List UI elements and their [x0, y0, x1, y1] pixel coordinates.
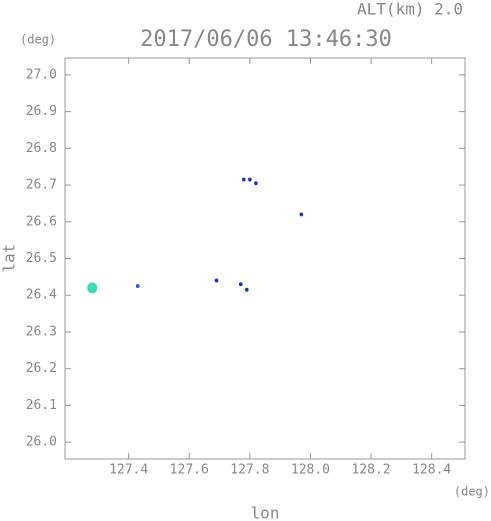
subtitle: ALT(km) 2.0 [357, 0, 463, 19]
x-unit: (deg) [454, 485, 490, 499]
x-tick-label: 128.2 [351, 463, 390, 478]
echo-point [214, 278, 219, 283]
echo-point [241, 177, 246, 182]
echo-point [87, 282, 98, 294]
y-tick-label: 26.5 [26, 251, 57, 266]
y-tick-label: 26.6 [26, 214, 57, 229]
y-tick-label: 27.0 [26, 67, 57, 82]
y-tick-label: 26.2 [26, 361, 57, 376]
x-tick-label: 127.8 [230, 463, 269, 478]
chart-title: 2017/06/06 13:46:30 [140, 27, 392, 52]
y-tick-label: 26.0 [26, 435, 57, 450]
y-tick-label: 26.8 [26, 141, 57, 156]
echo-point [254, 181, 258, 186]
y-tick-label: 26.1 [26, 398, 57, 413]
x-tick-label: 127.6 [170, 463, 209, 478]
y-tick-label: 26.7 [26, 178, 57, 193]
x-tick-label: 128.4 [412, 463, 451, 478]
x-axis-label: lon [251, 504, 280, 521]
echo-point [238, 282, 243, 287]
y-tick-label: 26.3 [26, 324, 57, 339]
y-tick-label: 26.4 [26, 288, 57, 303]
echo-point [248, 177, 252, 182]
x-tick-label: 127.4 [109, 463, 148, 478]
echo-point [245, 287, 249, 292]
x-tick-label: 128.0 [291, 463, 330, 478]
y-tick-label: 26.9 [26, 104, 57, 119]
y-unit: (deg) [20, 33, 56, 47]
echo-point [299, 212, 304, 217]
echo-point [135, 284, 140, 289]
y-axis-label: lat [0, 244, 19, 273]
plot-frame [64, 57, 466, 460]
